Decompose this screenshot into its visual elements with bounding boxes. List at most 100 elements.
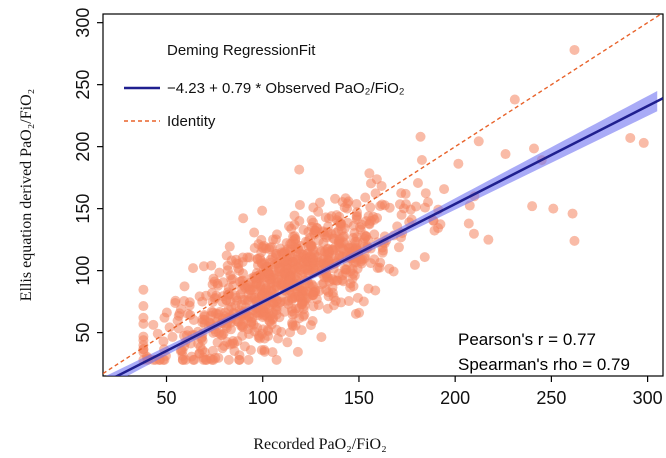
scatter-point [179,295,190,306]
scatter-point [363,283,374,294]
scatter-point [267,347,278,358]
y-axis: 50 100 150 200 250 300 [73,8,103,343]
scatter-point [278,256,289,267]
scatter-point [287,319,298,330]
scatter-point [285,327,296,338]
scatter-point [197,317,208,328]
scatter-point [253,239,264,250]
scatter-point [393,242,404,253]
scatter-point [294,313,305,324]
scatter-point [305,320,316,331]
scatter-point [335,220,346,231]
scatter-point [284,221,295,232]
scatter-point [279,267,290,278]
scatter-point [270,234,281,245]
scatter-point [500,149,511,160]
scatter-point [267,314,278,325]
scatter-point [423,197,434,208]
pearson-annotation: Pearson's r = 0.77 [458,330,596,349]
scatter-point [208,273,219,284]
scatter-point [509,94,520,105]
scatter-point [158,336,169,347]
scatter-point [419,252,430,263]
scatter-point [265,242,276,253]
scatter-point [183,325,194,336]
scatter-point [217,343,228,354]
scatter-point [148,319,159,330]
scatter-point [197,344,208,355]
y-axis-label: Ellis equation derived PaO₂/FiO₂ [18,89,35,301]
scatter-point [323,272,334,283]
scatter-point [211,290,222,301]
scatter-point [483,234,494,245]
scatter-point [234,354,245,365]
scatter-point [320,212,331,223]
scatter-point [201,290,212,301]
scatter-point [352,263,363,274]
scatter-point [528,143,539,154]
scatter-point [287,306,298,317]
scatter-point [415,131,426,142]
scatter-point [338,237,349,248]
legend-label-regression: −4.23 + 0.79 * Observed PaO₂/FiO₂ [167,80,405,97]
scatter-point [330,193,341,204]
scatter-point [207,345,218,356]
scatter-point [179,281,190,292]
scatter-point [336,297,347,308]
scatter-point [307,290,318,301]
x-tick-label: 50 [156,388,176,408]
scatter-point [351,199,362,210]
scatter-point [226,302,237,313]
scatter-point [188,263,199,274]
scatter-point [256,255,267,266]
y-tick-label: 100 [73,256,93,286]
x-axis-label: Recorded PaO₂/FiO₂ [253,436,386,453]
scatter-point [222,260,233,271]
scatter-point [322,227,333,238]
y-tick-label: 150 [73,194,93,224]
x-tick-label: 300 [633,388,663,408]
scatter-point [294,199,305,210]
scatter-point [321,285,332,296]
scatter-point [388,266,399,277]
scatter-point [217,297,228,308]
scatter-point [316,332,327,343]
scatter-point [273,333,284,344]
scatter-point [138,331,149,342]
scatter-point [161,307,172,318]
scatter-point [364,168,375,179]
scatter-point [365,202,376,213]
scatter-point [323,246,334,257]
legend-label-identity: Identity [167,113,216,130]
scatter-point [282,337,293,348]
scatter-point [206,260,217,271]
scatter-point [625,132,636,143]
scatter-point [291,239,302,250]
scatter-point [224,241,235,252]
scatter-point [342,198,353,209]
scatter-point [468,228,479,239]
scatter-point [378,245,389,256]
scatter-point [473,136,484,147]
x-tick-label: 100 [248,388,278,408]
scatter-point [360,192,371,203]
scatter-point [435,219,446,230]
scatter-point [189,354,200,365]
scatter-point [294,164,305,175]
scatter-point [164,322,175,333]
scatter-point [357,237,368,248]
scatter-point [345,282,356,293]
legend-title: Deming RegressionFit [167,42,316,59]
y-tick-label: 50 [73,323,93,343]
scatter-point [569,235,580,246]
scatter-point [238,213,249,224]
scatter-point [259,272,270,283]
scatter-point [138,284,149,295]
scatter-point [384,202,395,213]
x-tick-label: 200 [440,388,470,408]
scatter-point [257,205,268,216]
scatter-point [463,218,474,229]
x-axis: 50 100 150 200 250 300 [156,376,663,408]
scatter-point [170,295,181,306]
spearman-annotation: Spearman's rho = 0.79 [458,355,630,374]
